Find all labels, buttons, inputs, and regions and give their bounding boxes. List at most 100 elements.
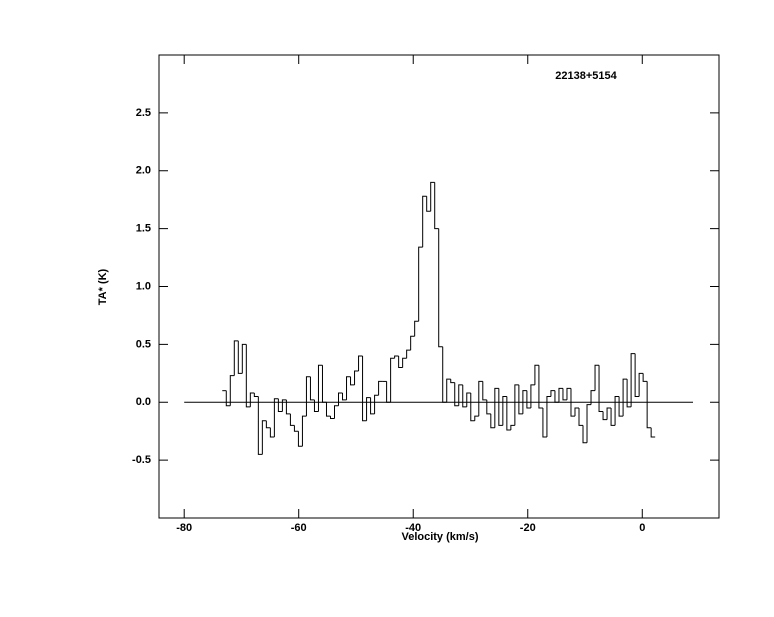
spectrum-channel bbox=[590, 390, 596, 405]
spectrum-channel bbox=[269, 427, 275, 438]
spectrum-channel bbox=[305, 376, 311, 417]
spectrum-channel bbox=[510, 424, 515, 431]
spectrum-channel bbox=[478, 380, 483, 417]
spectrum-channel bbox=[458, 384, 463, 406]
spectrum-channel bbox=[342, 392, 347, 401]
spectrum-channel bbox=[338, 392, 343, 406]
spectrum-channel bbox=[402, 357, 407, 368]
spectrum-channel bbox=[630, 353, 636, 407]
spectrum-channel bbox=[321, 365, 327, 403]
spectrum-channel bbox=[446, 378, 451, 403]
spectrum-channel bbox=[650, 427, 656, 438]
spectrum-channel bbox=[594, 364, 600, 391]
x-axis-label: Velocity (km/s) bbox=[401, 531, 478, 543]
spectrum-channel bbox=[370, 397, 375, 415]
x-tick-label: 0 bbox=[639, 522, 645, 534]
spectrum-channel bbox=[374, 394, 379, 414]
spectrum-channel bbox=[614, 395, 620, 426]
spectrum-channel bbox=[297, 431, 303, 447]
spectrum-channel bbox=[253, 392, 259, 397]
spectrum-channel bbox=[570, 388, 575, 417]
spectrum-channel bbox=[502, 395, 507, 426]
spectrum-channel bbox=[550, 390, 555, 397]
spectrum-channel bbox=[494, 387, 499, 428]
spectrum-channel bbox=[414, 320, 419, 337]
spectrum-channel bbox=[229, 375, 235, 406]
spectrum-channel bbox=[422, 195, 427, 248]
spectrum-channel bbox=[642, 373, 648, 382]
spectrum-channel bbox=[245, 344, 251, 408]
spectrum-channel bbox=[366, 397, 371, 421]
spectrum-channel bbox=[346, 376, 351, 400]
spectrum-channel bbox=[257, 396, 263, 455]
spectrum-channel bbox=[301, 415, 307, 447]
y-tick-label: 1.5 bbox=[136, 223, 151, 235]
spectrum-channel bbox=[546, 395, 551, 437]
spectrum-channel bbox=[482, 381, 487, 401]
spectrum-channel bbox=[289, 413, 295, 426]
spectrum-channel bbox=[358, 355, 363, 371]
spectrum-channel bbox=[281, 399, 287, 412]
spectrum-channel bbox=[237, 340, 243, 374]
spectrum-channel bbox=[622, 378, 628, 417]
chart-title: 22138+5154 bbox=[555, 70, 617, 82]
spectrum-channel bbox=[398, 355, 403, 369]
spectrum-channel bbox=[350, 376, 355, 386]
spectrum-channel bbox=[602, 411, 608, 421]
spectrum-channel bbox=[526, 390, 531, 409]
spectrum-channel bbox=[273, 398, 279, 437]
spectrum-channel bbox=[418, 246, 423, 322]
spectrum-channel bbox=[410, 335, 415, 351]
spectrum-channel bbox=[450, 379, 455, 384]
spectrum-channel bbox=[618, 396, 624, 417]
y-tick-label: 0.5 bbox=[136, 338, 151, 350]
spectrum-channel bbox=[265, 420, 271, 429]
spectrum-channel bbox=[462, 384, 467, 408]
spectrum-channel bbox=[249, 392, 255, 407]
spectrum-channel bbox=[466, 392, 471, 407]
spectrum-channel bbox=[277, 398, 283, 413]
spectrum-channel bbox=[498, 388, 503, 426]
spectrum-channel bbox=[309, 376, 315, 401]
spectrum-channel bbox=[430, 181, 435, 212]
spectrum-channel bbox=[378, 380, 383, 396]
spectrum-channel bbox=[558, 387, 563, 403]
spectrum-channel bbox=[293, 425, 299, 432]
spectrum-channel bbox=[538, 365, 543, 409]
spectrum-channel bbox=[534, 364, 539, 385]
spectrum-channel bbox=[233, 340, 239, 376]
spectrum-channel bbox=[542, 408, 547, 438]
spectrum-channel bbox=[329, 416, 335, 419]
spectrum-channel bbox=[386, 381, 391, 403]
spectrum-channel bbox=[646, 381, 652, 429]
x-tick-label: -20 bbox=[520, 522, 536, 534]
spectrum-channel bbox=[261, 420, 267, 455]
spectrum-channel bbox=[390, 357, 395, 403]
y-tick-label: 1.0 bbox=[136, 280, 151, 292]
spectrum-channel bbox=[362, 355, 367, 422]
spectrum-channel bbox=[434, 182, 439, 230]
spectrum-channel bbox=[241, 343, 247, 374]
y-tick-label: 2.5 bbox=[136, 107, 151, 119]
spectrum-channel bbox=[554, 390, 559, 403]
x-tick-label: -60 bbox=[291, 522, 307, 534]
spectrum-channel bbox=[474, 415, 479, 421]
spectrum-channel bbox=[285, 399, 291, 415]
spectrum-channel bbox=[506, 396, 511, 431]
spectrum-channel bbox=[313, 399, 319, 413]
spectrum-channel bbox=[522, 390, 527, 414]
spectrum-channel bbox=[606, 407, 612, 420]
y-axis-label: TA* (K) bbox=[97, 268, 109, 305]
spectrum-channel bbox=[610, 408, 616, 426]
y-tick-label: 2.0 bbox=[136, 165, 151, 177]
spectrum-channel bbox=[514, 384, 519, 426]
spectrum-channel bbox=[598, 365, 604, 413]
spectrum-channel bbox=[325, 402, 331, 417]
x-tick-label: -40 bbox=[405, 522, 421, 534]
y-tick-label: 0.0 bbox=[136, 396, 151, 408]
spectrum-channel bbox=[334, 405, 339, 419]
spectrum-channel bbox=[486, 399, 491, 415]
spectrum-channel bbox=[490, 413, 495, 429]
